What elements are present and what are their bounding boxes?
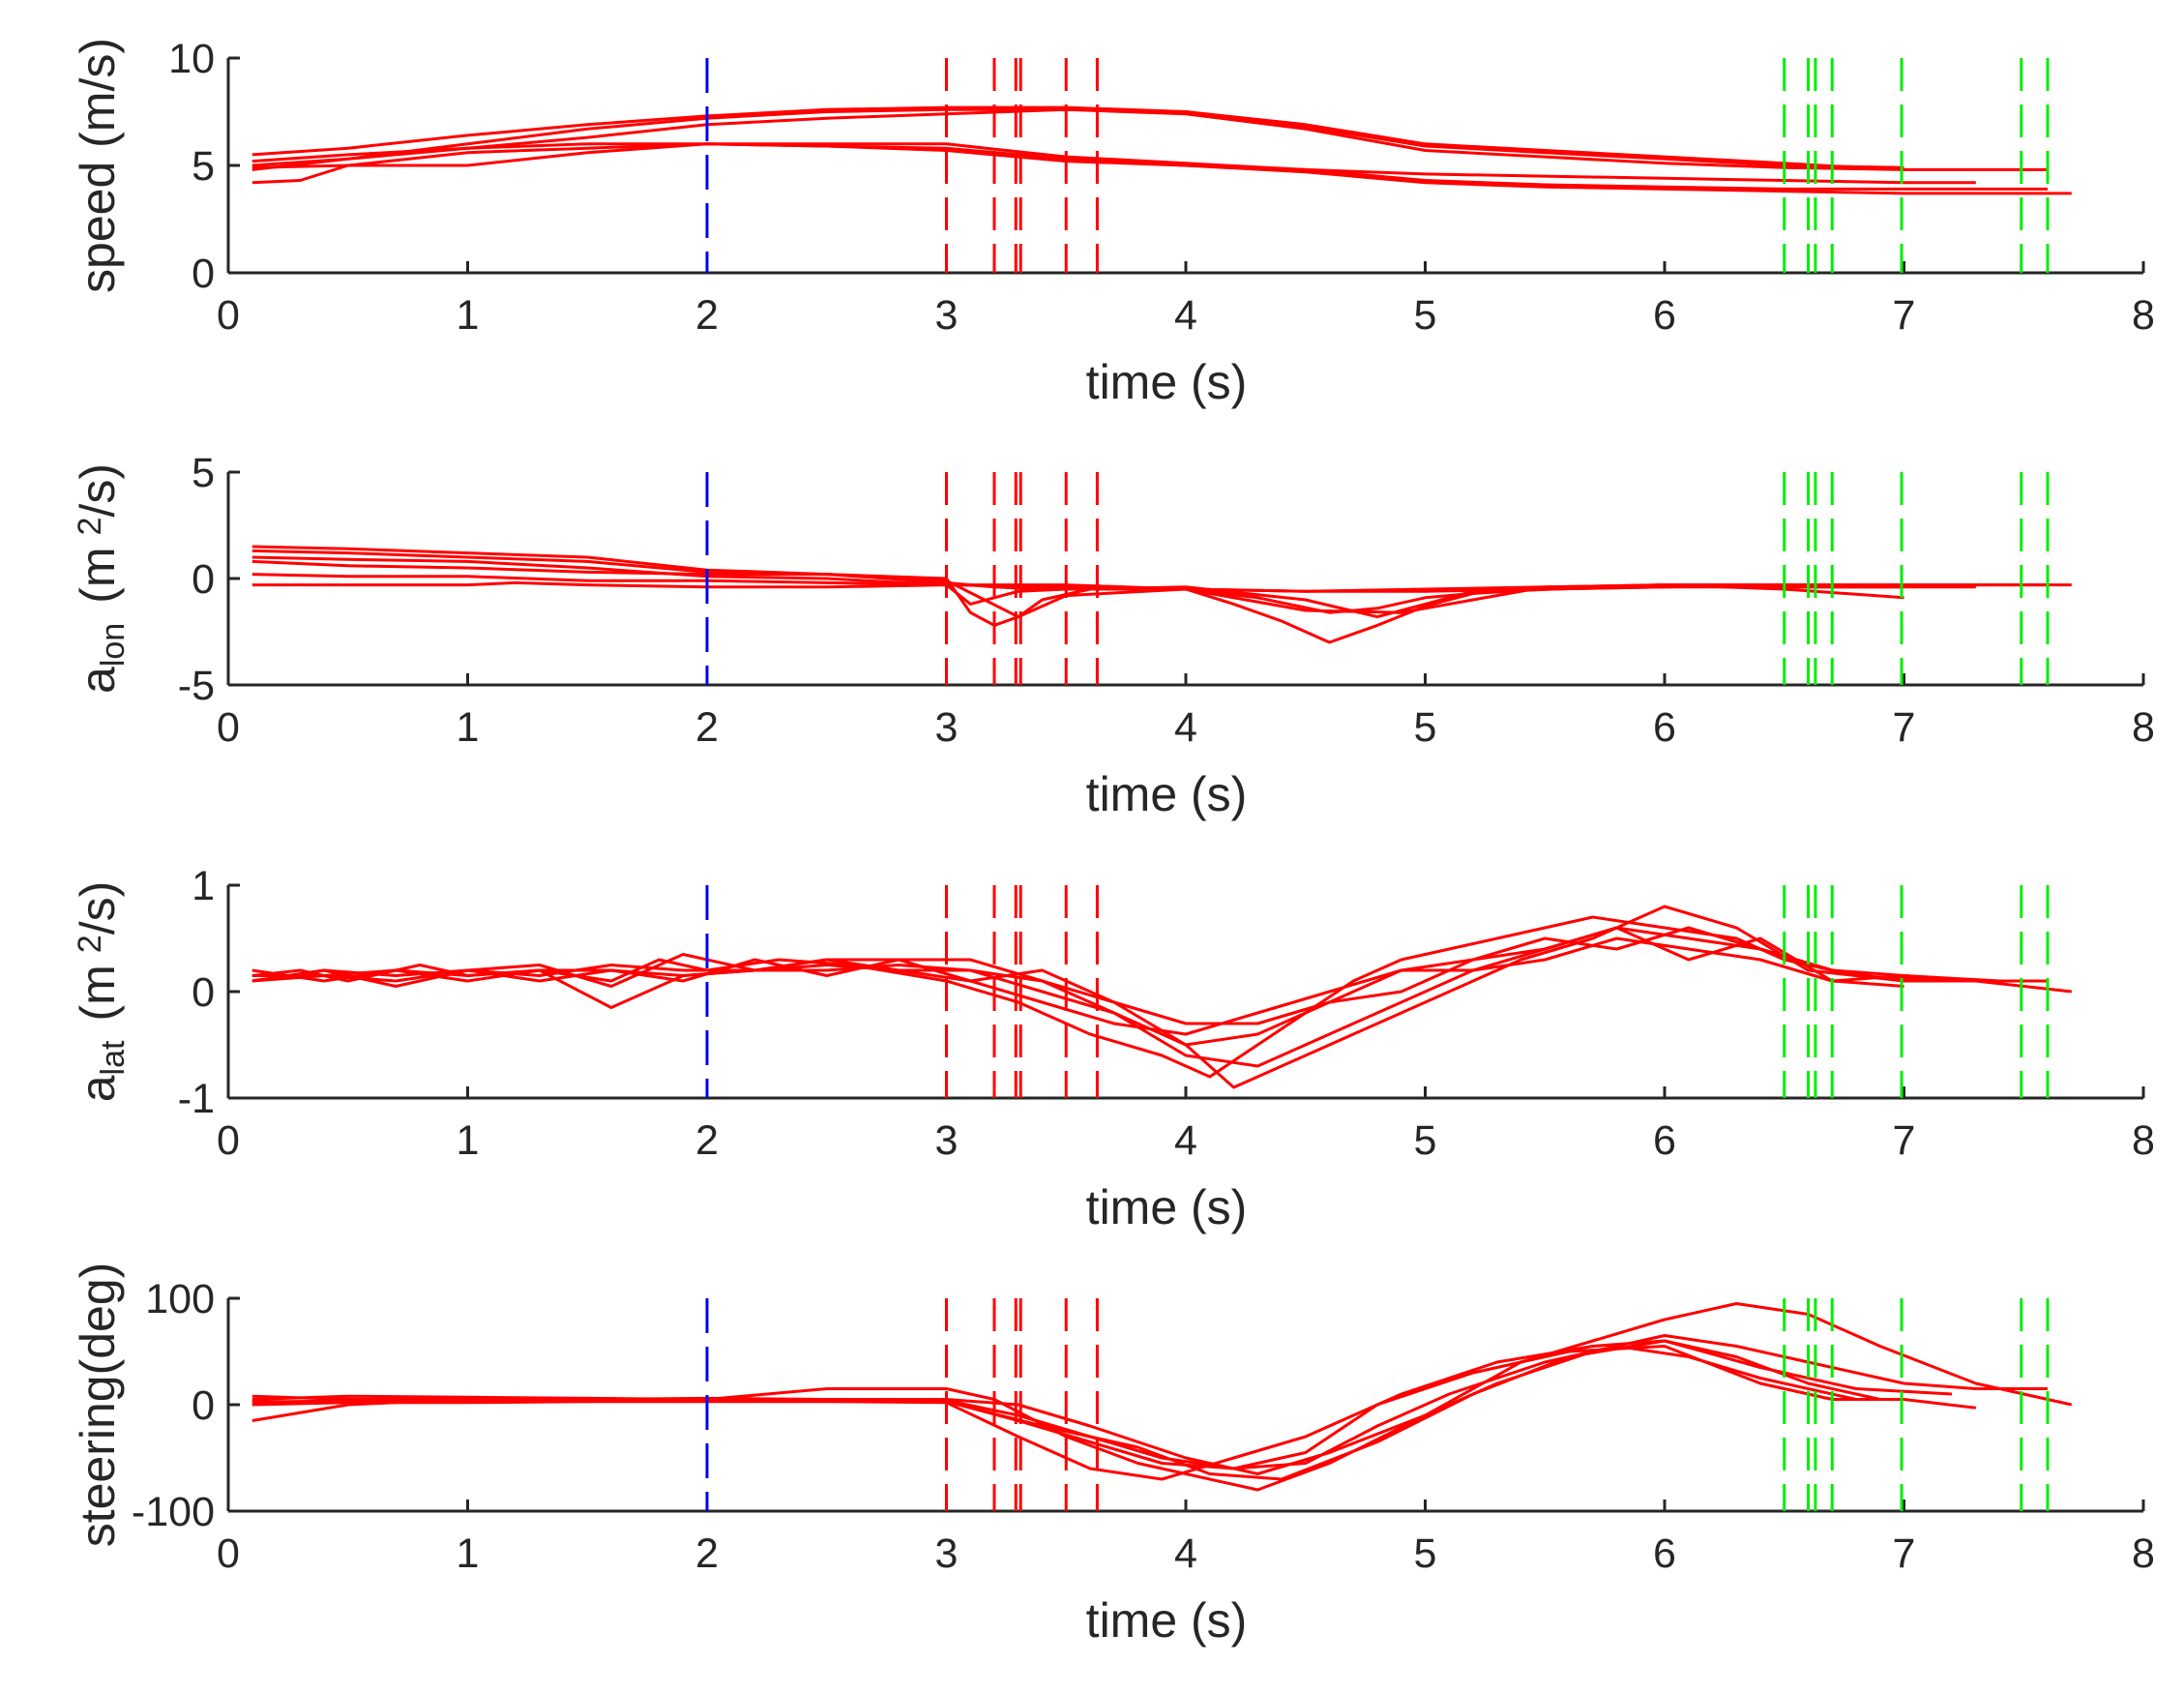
y-tick-label: -5	[178, 663, 215, 709]
x-tick-label: 4	[1174, 1530, 1197, 1577]
x-tick-label: 6	[1653, 1530, 1676, 1577]
x-axis-label: time (s)	[1086, 1593, 1248, 1648]
y-tick-label: 5	[192, 450, 215, 496]
series-line-4	[251, 926, 1904, 1047]
x-tick-label: 3	[935, 704, 959, 751]
y-axis-label-main: a	[71, 1075, 125, 1102]
x-tick-label: 0	[217, 1530, 240, 1577]
x-tick-label: 3	[935, 1117, 959, 1164]
x-tick-label: 0	[217, 292, 240, 339]
x-tick-label: 7	[1893, 1530, 1916, 1577]
x-tick-label: 3	[935, 1530, 959, 1577]
x-tick-label: 8	[2132, 1530, 2155, 1577]
x-tick-label: 8	[2132, 704, 2155, 751]
series-line-2	[251, 905, 2000, 1089]
x-tick-label: 8	[2132, 1117, 2155, 1164]
x-tick-label: 3	[935, 292, 959, 339]
x-axis-label: time (s)	[1086, 1180, 1248, 1234]
x-tick-label: 5	[1414, 292, 1437, 339]
x-tick-label: 2	[695, 1117, 719, 1164]
y-axis-label-main: a	[71, 667, 125, 694]
x-tick-label: 7	[1893, 704, 1916, 751]
x-tick-label: 4	[1174, 1117, 1197, 1164]
y-axis-label-rest: (m	[71, 547, 125, 603]
y-axis-label-sub: lat	[95, 1040, 132, 1075]
x-tick-label: 5	[1414, 1117, 1437, 1164]
x-tick-label: 5	[1414, 704, 1437, 751]
y-tick-label: 0	[192, 251, 215, 297]
x-tick-label: 8	[2132, 292, 2155, 339]
x-tick-label: 1	[457, 292, 480, 339]
y-tick-label: 100	[145, 1276, 215, 1322]
x-tick-label: 5	[1414, 1530, 1437, 1577]
y-axis-label-sub: lon	[95, 623, 132, 667]
y-tick-label: 0	[192, 1382, 215, 1429]
series-line-5	[251, 936, 2072, 1068]
x-tick-label: 7	[1893, 1117, 1916, 1164]
x-tick-label: 6	[1653, 292, 1676, 339]
y-axis-label: steering(deg)	[71, 1262, 125, 1548]
x-tick-label: 1	[457, 1530, 480, 1577]
y-tick-label: -1	[178, 1076, 215, 1122]
y-axis-label: speed (m/s)	[71, 38, 125, 293]
x-axis-label: time (s)	[1086, 767, 1248, 821]
y-axis-label-end: /s)	[71, 881, 125, 936]
y-tick-label: 0	[192, 556, 215, 603]
y-tick-label: 0	[192, 969, 215, 1016]
series-line-6	[251, 1339, 1881, 1481]
series-line-3	[251, 1339, 1953, 1481]
x-tick-label: 4	[1174, 704, 1197, 751]
y-axis-label-sup: 2	[72, 518, 108, 536]
y-axis-label-rest: (m	[71, 965, 125, 1021]
x-tick-label: 0	[217, 704, 240, 751]
x-tick-label: 6	[1653, 704, 1676, 751]
x-tick-label: 2	[695, 292, 719, 339]
series-line-1	[251, 915, 2048, 1079]
x-axis-label: time (s)	[1086, 355, 1248, 409]
x-tick-label: 7	[1893, 292, 1916, 339]
series-line-5	[251, 1345, 1904, 1470]
x-tick-label: 0	[217, 1117, 240, 1164]
speed-panel: 0 1 2 3 4 5 6 7 8 0 5 10 time (s) speed (m/s)	[71, 36, 2155, 409]
series-line-6	[251, 926, 1904, 1036]
y-tick-label: 10	[168, 36, 215, 82]
x-tick-label: 2	[695, 1530, 719, 1577]
y-axis-label: alat (m 2/s)	[71, 881, 132, 1103]
y-axis-label-sup: 2	[72, 935, 108, 953]
x-tick-label: 1	[457, 1117, 480, 1164]
x-tick-label: 1	[457, 704, 480, 751]
y-tick-label: -100	[132, 1489, 215, 1535]
x-tick-label: 2	[695, 704, 719, 751]
y-tick-label: 1	[192, 863, 215, 909]
x-tick-label: 4	[1174, 292, 1197, 339]
x-tick-label: 6	[1653, 1117, 1676, 1164]
series-line-6	[251, 142, 2048, 191]
y-axis-label: alon (m 2/s)	[71, 463, 132, 694]
y-tick-label: 5	[192, 143, 215, 190]
y-axis-label-end: /s)	[71, 463, 125, 518]
